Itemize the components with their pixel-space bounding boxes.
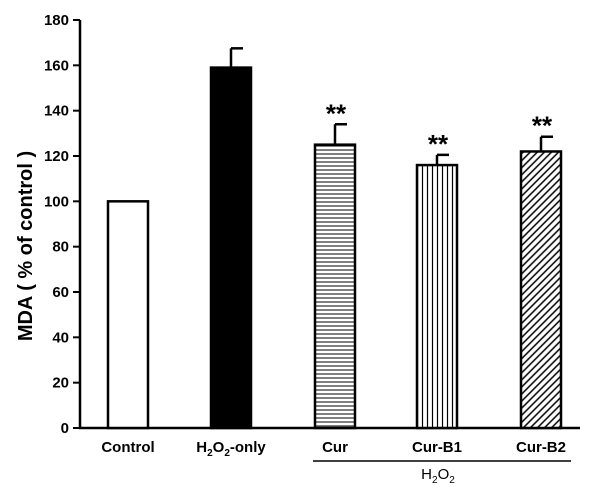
labels: Control H2O2-only ** Cur ** Cur-B1 ** Cur-B2 H2O… bbox=[101, 98, 571, 486]
x-tick-label: Cur-B2 bbox=[516, 439, 566, 456]
significance-marker: ** bbox=[532, 111, 553, 141]
y-tick-label: 100 bbox=[44, 193, 69, 210]
x-tick-label: Cur-B1 bbox=[412, 439, 462, 456]
bar bbox=[519, 150, 563, 430]
y-tick-label: 140 bbox=[44, 103, 69, 120]
bar bbox=[106, 200, 150, 430]
y-tick-label: 160 bbox=[44, 57, 69, 74]
bar bbox=[209, 66, 253, 430]
x-tick-label: H2O2-only bbox=[196, 439, 266, 459]
x-tick-label: Cur bbox=[322, 439, 348, 456]
y-tick-label: 20 bbox=[52, 375, 69, 392]
y-axis-title: MDA ( % of control ) bbox=[15, 151, 37, 341]
y-tick-label: 80 bbox=[52, 239, 69, 256]
y-tick-label: 40 bbox=[52, 329, 69, 346]
group-label: H2O2 bbox=[421, 466, 455, 486]
y-tick-label: 120 bbox=[44, 148, 69, 165]
y-tick-label: 60 bbox=[52, 284, 69, 301]
significance-marker: ** bbox=[428, 129, 449, 159]
bar bbox=[415, 163, 459, 430]
y-tick-label: 180 bbox=[44, 12, 69, 29]
axes: 0 20 40 60 80 100 120 140 160 180 bbox=[44, 12, 580, 437]
significance-marker: ** bbox=[326, 98, 347, 128]
bar bbox=[313, 143, 357, 430]
y-tick-label: 0 bbox=[61, 420, 69, 437]
x-tick-label: Control bbox=[101, 439, 154, 456]
bars bbox=[106, 47, 563, 430]
